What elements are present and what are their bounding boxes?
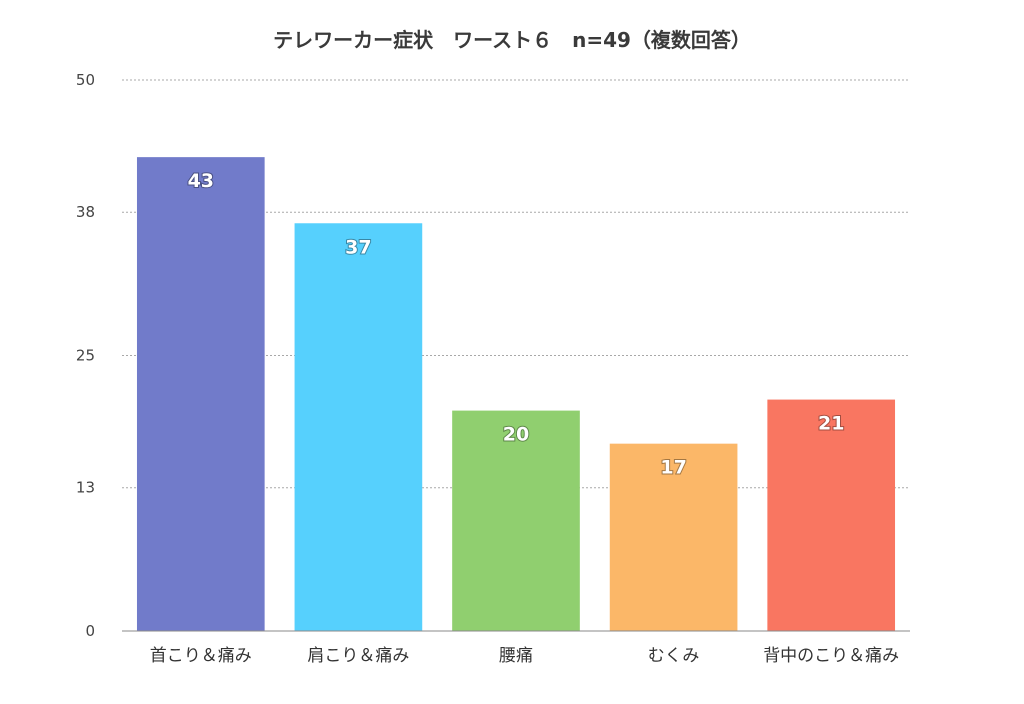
bar bbox=[136, 157, 265, 631]
y-axis-ticks: 0 13 25 38 50 bbox=[76, 71, 95, 640]
bar bbox=[452, 410, 580, 631]
bar-value-label: 21 bbox=[818, 413, 844, 435]
bar-value-labels: 43 37 20 17 21 bbox=[187, 169, 846, 480]
bars bbox=[136, 157, 896, 631]
x-tick-label: むくみ bbox=[648, 646, 700, 666]
y-tick-label: 50 bbox=[76, 71, 95, 89]
bar bbox=[609, 443, 738, 631]
bar bbox=[767, 399, 896, 631]
bar bbox=[294, 223, 423, 631]
bar-value-label: 37 bbox=[345, 236, 371, 258]
x-axis-labels: 首こり＆痛み 肩こり＆痛み 腰痛 むくみ 背中のこり＆痛み bbox=[150, 646, 899, 666]
bar-value-label: 20 bbox=[503, 424, 529, 446]
y-tick-label: 13 bbox=[76, 479, 95, 497]
x-tick-label: 背中のこり＆痛み bbox=[763, 646, 899, 666]
y-tick-label: 38 bbox=[76, 203, 95, 221]
x-tick-label: 肩こり＆痛み bbox=[307, 646, 409, 666]
x-tick-label: 首こり＆痛み bbox=[150, 646, 252, 666]
bar-value-label: 17 bbox=[660, 457, 686, 479]
chart-title: テレワーカー症状 ワースト６ n=49（複数回答） bbox=[273, 28, 751, 52]
y-tick-label: 25 bbox=[76, 347, 95, 365]
x-tick-label: 腰痛 bbox=[499, 646, 533, 666]
y-tick-label: 0 bbox=[85, 622, 95, 640]
bar-value-label: 43 bbox=[188, 170, 214, 192]
